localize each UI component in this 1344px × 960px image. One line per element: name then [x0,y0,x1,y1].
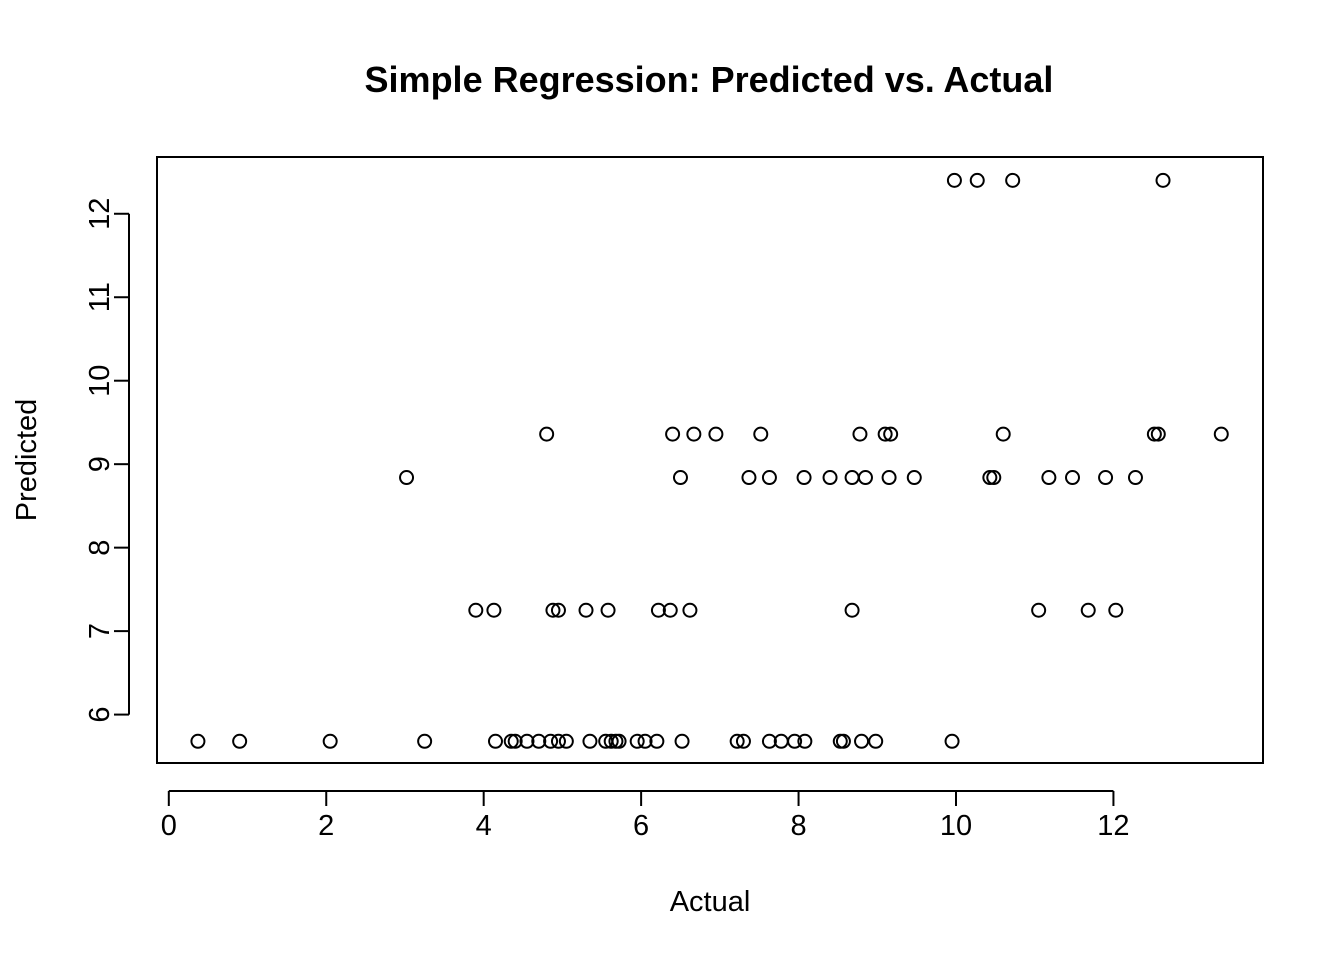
data-point [844,470,860,486]
data-point [708,426,724,442]
y-tick-label: 12 [84,198,116,230]
x-tick-label: 12 [1097,810,1129,842]
data-point [761,470,777,486]
y-tick-label: 11 [84,282,116,312]
data-point [741,470,757,486]
data-point [1041,470,1057,486]
data-point [629,733,645,749]
data-points [190,172,1229,749]
x-tick-label: 4 [476,810,492,842]
y-tick-label: 10 [84,365,116,397]
data-point [507,733,523,749]
data-point [995,426,1011,442]
data-point [545,602,561,618]
data-point [868,733,884,749]
data-point [1155,172,1171,188]
y-tick-label: 8 [84,540,116,556]
data-point [729,733,745,749]
data-point [877,426,893,442]
data-point [603,733,619,749]
data-point [852,426,868,442]
data-point [682,602,698,618]
data-point [519,733,535,749]
data-point [881,470,897,486]
data-point [543,733,559,749]
data-point [611,733,627,749]
data-point [835,733,851,749]
data-point [735,733,751,749]
data-point [796,470,812,486]
data-point [1098,470,1114,486]
data-point [969,172,985,188]
y-axis: 6 7 8 9 10 11 12 [84,198,130,723]
x-tick-label: 8 [790,810,806,842]
data-point [844,602,860,618]
data-point [1213,426,1229,442]
x-tick-label: 6 [633,810,649,842]
data-point [944,733,960,749]
data-point [857,470,873,486]
plot-frame [156,156,1264,764]
data-point [1108,602,1124,618]
data-point [674,733,690,749]
data-point [906,470,922,486]
data-point [190,733,206,749]
data-point [399,470,415,486]
x-tick-label: 0 [161,810,177,842]
data-point [539,426,555,442]
x-axis-label: Actual [670,886,751,918]
data-point [761,733,777,749]
data-point [883,426,899,442]
data-point [322,733,338,749]
data-point [672,470,688,486]
data-point [600,602,616,618]
data-point [503,733,519,749]
data-point [417,733,433,749]
data-point [686,426,702,442]
data-point [637,733,653,749]
data-point [854,733,870,749]
data-point [1031,602,1047,618]
y-tick-label: 9 [84,456,116,472]
data-point [558,733,574,749]
data-point [1065,470,1081,486]
data-point [650,602,666,618]
data-point [797,733,813,749]
data-point [649,733,665,749]
data-point [468,602,484,618]
data-point [1005,172,1021,188]
data-point [1127,470,1143,486]
data-point [486,602,502,618]
data-point [986,470,1002,486]
data-point [1146,426,1162,442]
x-tick-label: 10 [940,810,972,842]
data-point [665,426,681,442]
data-point [232,733,248,749]
x-tick-label: 2 [318,810,334,842]
data-point [982,470,998,486]
data-point [822,470,838,486]
y-tick-label: 6 [84,707,116,723]
data-point [550,602,566,618]
data-point [550,733,566,749]
data-point [946,172,962,188]
data-point [662,602,678,618]
data-point [487,733,503,749]
data-point [753,426,769,442]
chart-title: Simple Regression: Predicted vs. Actual [365,59,1054,100]
x-axis: 0 2 4 6 8 10 12 [161,790,1130,842]
data-point [787,733,803,749]
y-axis-label: Predicted [11,399,43,522]
data-point [578,602,594,618]
y-tick-label: 7 [84,623,116,639]
data-point [1080,602,1096,618]
data-point [1150,426,1166,442]
data-point [582,733,598,749]
data-point [531,733,547,749]
